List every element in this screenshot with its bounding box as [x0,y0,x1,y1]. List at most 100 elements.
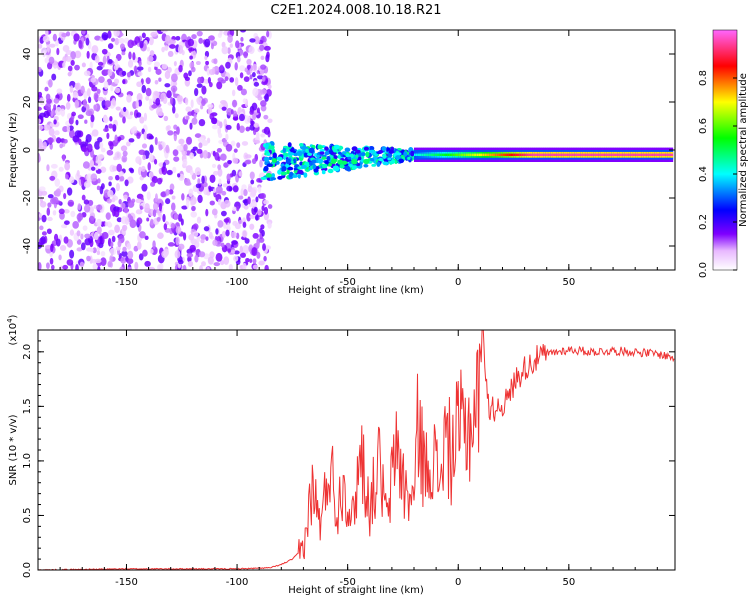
spectrogram-noise-cell [228,186,233,192]
spectrogram-noise-cell [232,185,239,193]
snr-y-tick-label: 1.5 [22,398,33,414]
spectrogram-noise-cell [249,214,256,219]
spectrogram-noise-cell [45,93,51,101]
spectrogram-onset-cell [378,158,384,162]
spectrogram-noise-cell [234,77,239,86]
spectrogram-noise-cell [122,246,127,252]
spectrogram-tone-cell [567,153,570,156]
spectrogram-tone-cell [423,153,426,156]
spectrogram-onset-cell [368,145,375,151]
spectrogram-noise-cell [76,213,84,222]
spectrogram-onset-cell [337,155,342,159]
spectrogram-noise-cell [201,98,206,107]
spectrogram-tone-cell [641,153,644,156]
spectrogram-noise-cell [158,77,162,82]
spectrogram-noise-cell [240,252,246,258]
spectrogram-tone-cell [467,153,470,156]
spectrogram-noise-cell [145,77,151,85]
spectrogram-noise-cell [38,106,42,111]
spectrogram-x-tick-label: -100 [226,277,249,288]
spectrogram-noise-cell [38,140,44,149]
spectrogram-noise-cell [191,34,197,40]
spectrogram-noise-cell [143,112,148,122]
spectrogram-noise-cell [243,51,248,59]
spectrogram-noise-cell [196,234,201,243]
spectrogram-noise-cell [169,97,174,105]
spectrogram-onset-cell [326,155,331,162]
spectrogram-noise-cell [153,202,159,212]
spectrogram-noise-cell [113,64,119,71]
spectrogram-onset-cell [357,156,362,161]
spectrogram-noise-cell [58,208,65,215]
spectrogram-noise-cell [108,181,112,187]
spectrogram-noise-cell [101,32,109,41]
spectrogram-onset-cell [321,163,328,169]
spectrogram-tone-cell [426,153,430,156]
spectrogram-noise-cell [161,166,165,173]
spectrogram-noise-cell [229,77,235,83]
spectrogram-noise-cell [66,124,71,133]
snr-x-ticks: -150 -100 -50 0 50 [59,330,658,588]
spectrogram-tone-cell [478,153,481,156]
spectrogram-noise-cell [61,32,68,38]
spectrogram-onset-cell [344,147,351,153]
spectrogram-onset-cell [285,158,291,165]
spectrogram-onset-cell [305,148,309,153]
spectrogram-tone-cell [650,153,653,156]
spectrogram-noise-cell [216,81,223,90]
spectrogram-noise-cell [53,104,57,111]
spectrogram-onset-cell [332,165,339,171]
spectrogram-panel: -150 -100 -50 0 50 -40 -20 0 20 40 Height of str… [8,29,676,296]
spectrogram-noise-cell [74,50,82,59]
spectrogram-y-tick-label: 0 [22,147,33,153]
spectrogram-noise-cell [108,123,114,129]
spectrogram-noise-cell [195,61,201,66]
spectrogram-tone-cell [589,153,592,156]
spectrogram-noise-cell [136,81,143,88]
spectrogram-noise-cell [242,245,250,255]
spectrogram-noise-cell [215,252,223,262]
spectrogram-noise-cell [61,224,67,229]
spectrogram-onset-cell [301,164,307,169]
colorbar: 0.0 0.2 0.4 0.6 0.8 Normalized spectral ampl… [698,29,749,278]
spectrogram-noise-cell [122,150,128,157]
spectrogram-tone-cell [624,153,627,156]
spectrogram-noise-cell [178,243,185,250]
spectrogram-noise-cell [201,175,205,184]
spectrogram-noise-cell [84,119,88,124]
spectrogram-tone-cell [463,153,467,156]
spectrogram-noise-cell [232,99,238,108]
spectrogram-noise-cell [256,240,260,249]
spectrogram-noise-cell [198,251,206,258]
spectrogram-tone-cell [517,153,520,156]
spectrogram-noise-cell [197,178,201,185]
spectrogram-tone-cell [582,153,585,156]
spectrogram-noise-cell [63,192,67,200]
spectrogram-onset-cell [351,158,358,165]
spectrogram-noise-cell [231,89,236,97]
spectrogram-noise-cell [54,130,60,136]
spectrogram-noise-cell [148,266,156,270]
spectrogram-noise-cell [68,176,75,184]
spectrogram-noise-cell [123,206,129,214]
spectrogram-noise-cell [256,107,260,114]
spectrogram-noise-cell [233,255,239,262]
spectrogram-noise-cell [97,137,103,143]
spectrogram-noise-cell [242,221,247,228]
spectrogram-noise-cell [210,117,217,125]
spectrogram-tone-cell [619,153,622,156]
spectrogram-noise-cell [81,194,86,201]
spectrogram-noise-cell [62,61,66,69]
spectrogram-tone-cell [458,153,461,156]
spectrogram-noise-cell [221,190,227,196]
spectrogram-noise-cell [127,176,134,184]
spectrogram-noise-cell [147,162,151,171]
spectrogram-noise-cell [100,147,106,153]
spectrogram-noise-cell [92,263,98,270]
spectrogram-noise-cell [181,193,185,201]
spectrogram-noise-cell [129,168,135,174]
spectrogram-noise-cell [192,146,198,151]
spectrogram-tone-cell [452,153,456,156]
spectrogram-noise-cell [189,122,193,130]
spectrogram-noise-cell [104,100,111,108]
